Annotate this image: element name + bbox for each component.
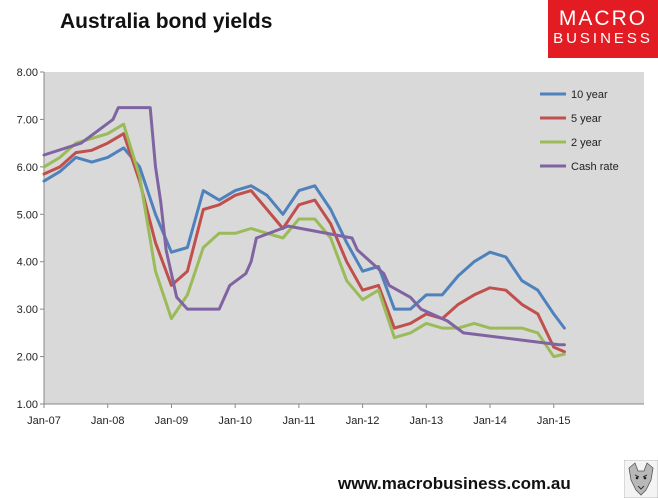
y-tick-label: 4.00: [17, 257, 38, 269]
series-line-2-year: [42, 122, 566, 359]
y-tick-label: 3.00: [17, 304, 38, 316]
legend-label: Cash rate: [571, 161, 619, 173]
series-line-cash-rate: [42, 106, 566, 347]
x-tick-label: Jan-13: [409, 415, 443, 427]
legend-label: 10 year: [571, 89, 608, 101]
legend: 10 year 5 year 2 year Cash rate: [540, 89, 619, 173]
y-tick-label: 8.00: [17, 67, 38, 79]
site-url[interactable]: www.macrobusiness.com.au: [338, 474, 571, 493]
y-tick-label: 5.00: [17, 209, 38, 221]
x-axis: Jan-07 Jan-08 Jan-09 Jan-10 Jan-11 Jan-12 Jan-…: [27, 403, 644, 427]
x-tick-label: Jan-11: [282, 415, 315, 427]
page-title: Australia bond yields: [60, 10, 273, 33]
x-tick-label: Jan-08: [91, 415, 125, 427]
x-tick-label: Jan-09: [155, 415, 189, 427]
legend-label: 5 year: [571, 113, 602, 125]
x-tick-label: Jan-12: [346, 415, 380, 427]
x-tick-label: Jan-15: [537, 415, 571, 427]
wolf-mascot-icon: [624, 460, 658, 498]
y-axis: 1.00 2.00 3.00 4.00 5.00 6.00 7.00 8.00: [17, 67, 45, 411]
series-line-5-year: [42, 132, 566, 354]
brand-logo-line2: BUSINESS: [553, 30, 653, 47]
y-tick-label: 7.00: [17, 114, 38, 126]
y-tick-label: 6.00: [17, 162, 38, 174]
y-tick-label: 2.00: [17, 352, 38, 364]
brand-logo-line1: MACRO: [558, 7, 648, 30]
x-tick-label: Jan-14: [473, 415, 507, 427]
x-tick-label: Jan-07: [27, 415, 61, 427]
x-tick-label: Jan-10: [218, 415, 252, 427]
y-tick-label: 1.00: [17, 399, 38, 411]
legend-label: 2 year: [571, 137, 602, 149]
brand-logo[interactable]: MACRO BUSINESS: [548, 0, 658, 58]
series-lines: [42, 106, 566, 359]
